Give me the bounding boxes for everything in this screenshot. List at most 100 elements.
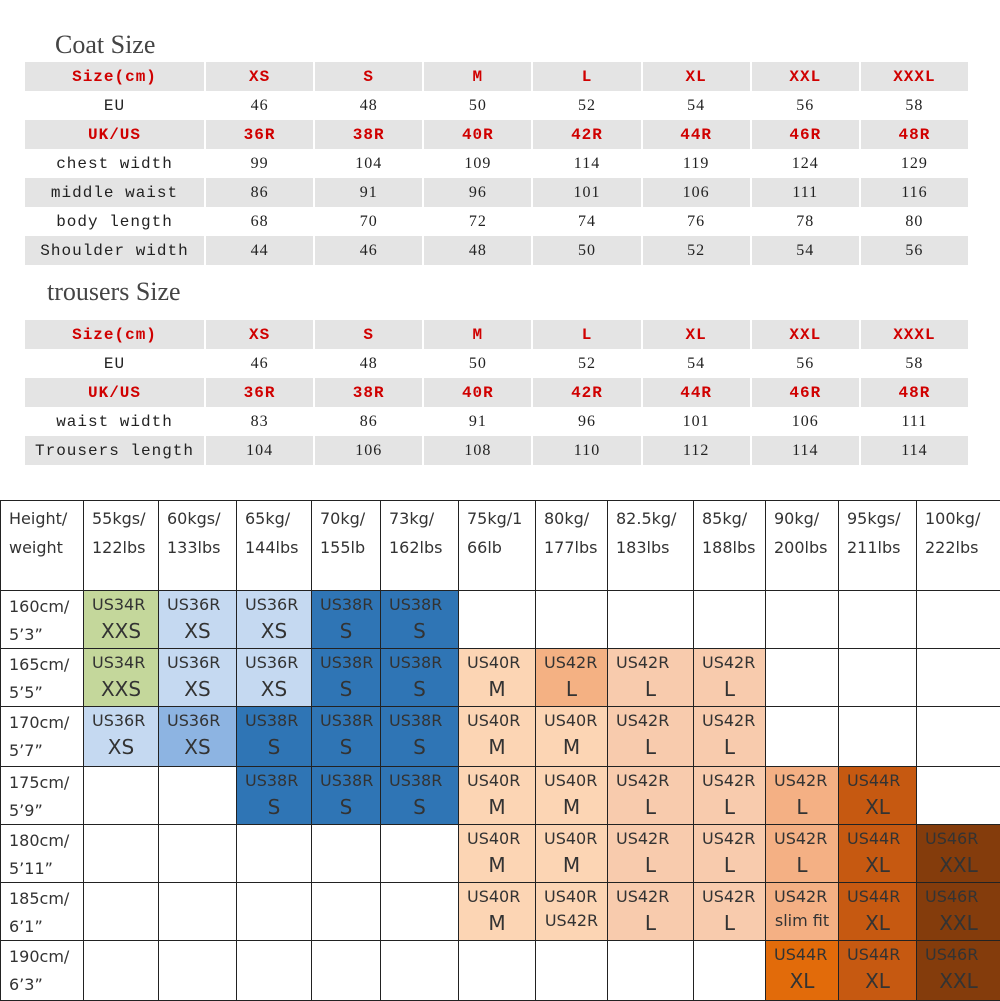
size-cell bbox=[765, 648, 839, 707]
size-code: US36R bbox=[167, 595, 221, 614]
size-cell: US34R XXS bbox=[83, 648, 159, 707]
row-label: 5’11” bbox=[9, 859, 53, 878]
table-cell: 44R bbox=[642, 378, 752, 407]
table-cell: 114 bbox=[860, 436, 970, 465]
size-cell bbox=[83, 766, 159, 825]
size-code: US40R bbox=[467, 771, 521, 790]
size-code: US34R bbox=[92, 595, 146, 614]
table-cell: 83 bbox=[206, 407, 316, 436]
size-cell: US38R S bbox=[311, 648, 381, 707]
table-cell: EU bbox=[25, 349, 206, 378]
header-cell: Height/weight bbox=[0, 500, 84, 591]
table-cell: 42R bbox=[533, 378, 643, 407]
table-cell: 50 bbox=[533, 236, 643, 265]
table-cell: 114 bbox=[533, 149, 643, 178]
size-label: S bbox=[413, 619, 426, 643]
size-code: US38R bbox=[389, 653, 443, 672]
size-cell: US38R S bbox=[380, 648, 459, 707]
size-label: M bbox=[488, 911, 506, 935]
size-cell bbox=[535, 940, 608, 1001]
size-cell: US36R XS bbox=[158, 706, 237, 767]
size-cell bbox=[838, 590, 917, 649]
table-cell: 46 bbox=[315, 236, 425, 265]
size-code: US38R bbox=[389, 711, 443, 730]
table-cell: XL bbox=[642, 320, 752, 349]
row-label: 165cm/ bbox=[9, 655, 70, 674]
row-label: 170cm/ bbox=[9, 713, 70, 732]
size-code: US44R bbox=[847, 945, 901, 964]
table-cell: XXL bbox=[751, 320, 861, 349]
table-cell: 106 bbox=[315, 436, 425, 465]
table-cell: XXXL bbox=[860, 320, 970, 349]
size-code: US42R bbox=[702, 829, 756, 848]
size-cell bbox=[380, 882, 459, 941]
table-cell: 86 bbox=[315, 407, 425, 436]
size-cell bbox=[83, 824, 159, 883]
header-cell: 60kgs/133lbs bbox=[158, 500, 237, 591]
size-label: XS bbox=[260, 677, 288, 701]
table-cell: waist width bbox=[25, 407, 206, 436]
size-cell bbox=[535, 590, 608, 649]
table-cell: 48 bbox=[424, 236, 534, 265]
size-code: US42R bbox=[702, 653, 756, 672]
size-cell bbox=[607, 590, 694, 649]
table-cell: 46 bbox=[206, 91, 316, 120]
table-cell: 111 bbox=[860, 407, 970, 436]
header-text: 162lbs bbox=[389, 538, 443, 557]
table-cell: 48R bbox=[860, 378, 970, 407]
table-cell: 80 bbox=[860, 207, 970, 236]
size-label: XS bbox=[260, 619, 288, 643]
size-label: XXL bbox=[939, 853, 978, 877]
size-cell bbox=[916, 648, 1000, 707]
table-cell: 48R bbox=[860, 120, 970, 149]
size-label: S bbox=[267, 795, 281, 819]
header-cell: 75kg/1 66lb bbox=[458, 500, 536, 591]
size-cell: US38R S bbox=[380, 590, 459, 649]
table-cell: 44 bbox=[206, 236, 316, 265]
coat-title: Coat Size bbox=[55, 30, 156, 59]
size-cell: US42R L bbox=[607, 648, 694, 707]
table-cell: 110 bbox=[533, 436, 643, 465]
size-cell bbox=[236, 940, 312, 1001]
header-text: 90kg/ bbox=[774, 509, 820, 528]
header-text: 73kg/ bbox=[389, 509, 435, 528]
size-code: US36R bbox=[245, 653, 299, 672]
size-cell: US38R S bbox=[236, 706, 312, 767]
size-cell bbox=[607, 940, 694, 1001]
table-cell: middle waist bbox=[25, 178, 206, 207]
size-label: M bbox=[488, 677, 506, 701]
size-code: US44R bbox=[847, 829, 901, 848]
size-code: US40R bbox=[467, 887, 521, 906]
size-cell: US40R M bbox=[458, 766, 536, 825]
header-text: 80kg/ bbox=[544, 509, 590, 528]
table-cell: 54 bbox=[642, 91, 752, 120]
header-cell: 90kg/200lbs bbox=[765, 500, 839, 591]
size-cell: US40R M bbox=[458, 648, 536, 707]
table-cell: M bbox=[424, 320, 534, 349]
size-cell bbox=[158, 940, 237, 1001]
table-cell: 58 bbox=[860, 349, 970, 378]
table-cell: 78 bbox=[751, 207, 861, 236]
header-text: 75kg/1 bbox=[467, 509, 523, 528]
table-cell: Size(cm) bbox=[25, 320, 206, 349]
size-label: L bbox=[723, 853, 736, 877]
size-label: XXS bbox=[100, 677, 142, 701]
table-cell: 36R bbox=[206, 120, 316, 149]
row-label: 5’7” bbox=[9, 741, 43, 760]
row-label: 185cm/ bbox=[9, 889, 70, 908]
table-cell: 72 bbox=[424, 207, 534, 236]
size-label: slim fit bbox=[774, 911, 830, 930]
header-cell: 85kg/188lbs bbox=[693, 500, 766, 591]
header-text: 65kg/ bbox=[245, 509, 291, 528]
table-cell: 108 bbox=[424, 436, 534, 465]
table-cell: 42R bbox=[533, 120, 643, 149]
size-cell: US44R XL bbox=[765, 940, 839, 1001]
table-cell: 86 bbox=[206, 178, 316, 207]
size-code: US44R bbox=[847, 771, 901, 790]
row-label: 5’5” bbox=[9, 683, 43, 702]
table-cell: 56 bbox=[860, 236, 970, 265]
size-cell: US38R S bbox=[380, 706, 459, 767]
table-cell: S bbox=[315, 62, 425, 91]
size-cell: US42R L bbox=[765, 824, 839, 883]
size-label: S bbox=[339, 735, 353, 759]
